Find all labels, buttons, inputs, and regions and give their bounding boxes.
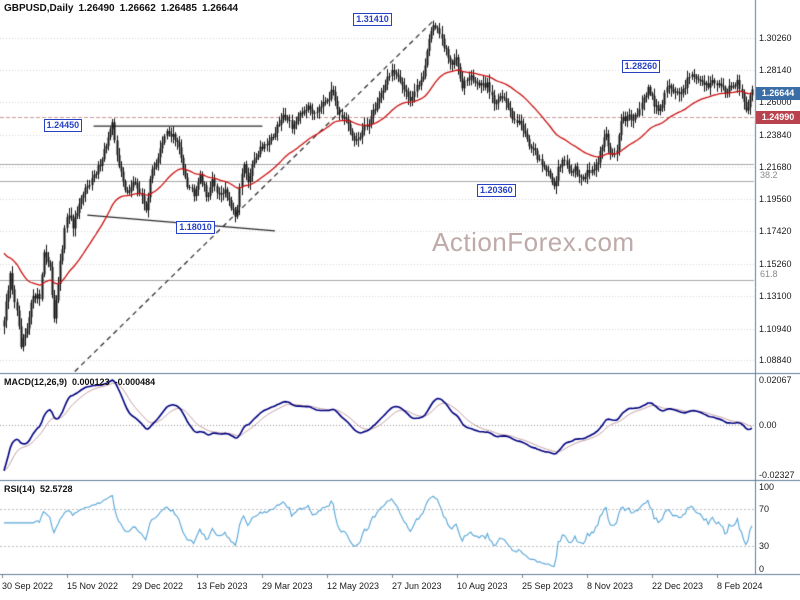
price-annotation[interactable]: 1.20360 bbox=[477, 184, 516, 198]
price-axis-label: 1.13100 bbox=[759, 291, 792, 302]
date-axis-label: 8 Nov 2023 bbox=[587, 581, 634, 591]
current-price-tag: 1.24990 bbox=[756, 111, 800, 125]
date-axis-label: 13 Feb 2023 bbox=[197, 581, 248, 591]
price-annotation[interactable]: 1.24450 bbox=[43, 118, 83, 132]
rsi-axis-label: 30 bbox=[759, 541, 770, 552]
macd-axis-label: 0.00 bbox=[759, 419, 777, 430]
open-value: 1.26490 bbox=[78, 3, 115, 14]
macd-signal-value: -0.000484 bbox=[114, 377, 156, 387]
price-annotation[interactable]: 1.28260 bbox=[621, 60, 661, 74]
rsi-title: RSI(14) bbox=[4, 484, 36, 494]
price-axis-label: 1.17420 bbox=[759, 226, 792, 237]
ohlc-header: GBPUSD,Daily 1.26490 1.26662 1.26485 1.26644 bbox=[4, 3, 243, 14]
symbol-period-label: GBPUSD,Daily bbox=[4, 3, 74, 14]
rsi-axis-label: 70 bbox=[759, 503, 770, 514]
macd-panel-label: MACD(12,26,9) 0.000123 -0.000484 bbox=[4, 377, 160, 387]
date-axis-label: 29 Dec 2022 bbox=[132, 581, 184, 591]
low-value: 1.26485 bbox=[160, 3, 197, 14]
price-axis-label: 1.08840 bbox=[759, 355, 792, 366]
close-value: 1.26644 bbox=[201, 3, 239, 14]
price-axis-label: 1.26000 bbox=[759, 97, 792, 108]
price-axis-label: 1.15260 bbox=[759, 258, 792, 269]
rsi-axis-label: 0 bbox=[759, 564, 765, 574]
date-axis-label: 10 Aug 2023 bbox=[457, 581, 508, 591]
fib-level-label: 38.2 bbox=[760, 170, 778, 181]
macd-axis-label: 0.02067 bbox=[759, 375, 792, 386]
date-axis-label: 29 Mar 2023 bbox=[262, 581, 313, 591]
rsi-value: 52.5728 bbox=[40, 484, 73, 494]
macd-title: MACD(12,26,9) bbox=[4, 377, 68, 387]
price-axis-label: 1.10940 bbox=[759, 323, 792, 334]
price-axis-label: 1.30260 bbox=[759, 33, 792, 44]
date-axis-label: 27 Jun 2023 bbox=[392, 581, 442, 591]
date-axis-label: 15 Nov 2022 bbox=[67, 581, 119, 591]
price-axis-label: 1.21680 bbox=[759, 162, 792, 173]
date-axis-label: 8 Feb 2024 bbox=[717, 581, 763, 591]
high-value: 1.26662 bbox=[119, 3, 156, 14]
date-axis-label: 25 Sep 2023 bbox=[522, 581, 574, 591]
date-axis-label: 30 Sep 2022 bbox=[2, 581, 54, 591]
price-axis-label: 1.19560 bbox=[759, 194, 792, 205]
price-annotation[interactable]: 1.18010 bbox=[176, 221, 215, 235]
fib-level-label: 61.8 bbox=[760, 269, 778, 280]
macd-axis-label: -0.02327 bbox=[759, 470, 795, 480]
price-annotation[interactable]: 1.31410 bbox=[353, 12, 392, 26]
price-axis-label: 1.28140 bbox=[759, 65, 792, 76]
price-axis-label: 1.23840 bbox=[759, 129, 792, 140]
rsi-axis-label: 100 bbox=[759, 482, 775, 492]
watermark: ActionForex.com bbox=[432, 227, 635, 257]
macd-main-value: 0.000123 bbox=[72, 377, 110, 387]
current-price-tag: 1.26644 bbox=[756, 86, 800, 100]
date-axis-label: 12 May 2023 bbox=[327, 581, 380, 591]
date-axis-label: 22 Dec 2023 bbox=[652, 581, 704, 591]
rsi-panel-label: RSI(14) 52.5728 bbox=[4, 484, 78, 494]
